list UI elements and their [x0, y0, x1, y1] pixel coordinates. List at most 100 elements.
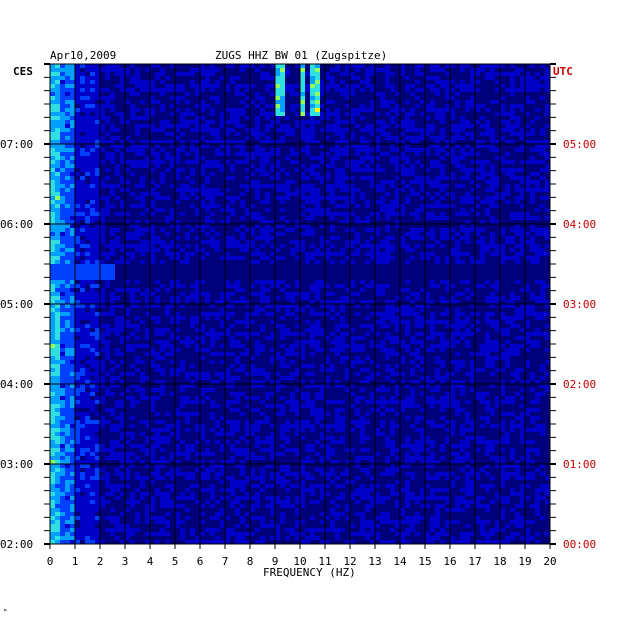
heatmap-cell	[390, 124, 395, 128]
heatmap-cell	[145, 272, 150, 276]
heatmap-cell	[520, 268, 525, 272]
heatmap-cell	[245, 92, 250, 96]
heatmap-cell	[60, 144, 65, 148]
heatmap-cell	[275, 236, 280, 240]
heatmap-cell	[240, 88, 245, 92]
heatmap-cell	[315, 372, 320, 376]
heatmap-cell	[360, 376, 365, 380]
heatmap-cell	[65, 100, 70, 104]
heatmap-cell	[50, 368, 55, 372]
heatmap-cell	[265, 260, 270, 264]
heatmap-cell	[155, 324, 160, 328]
heatmap-cell	[455, 304, 460, 308]
heatmap-cell	[70, 100, 75, 104]
heatmap-cell	[220, 84, 225, 88]
heatmap-cell	[155, 256, 160, 260]
heatmap-cell	[380, 364, 385, 368]
heatmap-cell	[245, 236, 250, 240]
heatmap-cell	[155, 212, 160, 216]
heatmap-cell	[180, 300, 185, 304]
heatmap-cell	[535, 384, 540, 388]
heatmap-cell	[205, 344, 210, 348]
heatmap-cell	[165, 264, 170, 268]
heatmap-cell	[440, 192, 445, 196]
heatmap-cell	[55, 80, 60, 84]
heatmap-cell	[225, 324, 230, 328]
heatmap-cell	[125, 352, 130, 356]
heatmap-cell	[95, 332, 100, 336]
heatmap-cell	[315, 80, 320, 84]
heatmap-cell	[300, 104, 305, 108]
heatmap-cell	[510, 100, 515, 104]
heatmap-cell	[425, 208, 430, 212]
heatmap-cell	[360, 296, 365, 300]
heatmap-cell	[195, 216, 200, 220]
heatmap-cell	[160, 216, 165, 220]
heatmap-cell	[285, 368, 290, 372]
heatmap-cell	[535, 240, 540, 244]
heatmap-cell	[435, 188, 440, 192]
heatmap-cell	[195, 268, 200, 272]
heatmap-cell	[75, 328, 80, 332]
heatmap-cell	[425, 344, 430, 348]
heatmap-cell	[255, 288, 260, 292]
heatmap-cell	[90, 88, 95, 92]
heatmap-cell	[370, 320, 375, 324]
heatmap-cell	[175, 380, 180, 384]
heatmap-cell	[55, 324, 60, 328]
heatmap-cell	[345, 268, 350, 272]
heatmap-cell	[310, 100, 315, 104]
heatmap-cell	[435, 276, 440, 280]
heatmap-cell	[155, 112, 160, 116]
heatmap-cell	[350, 204, 355, 208]
heatmap-cell	[85, 356, 90, 360]
heatmap-cell	[410, 96, 415, 100]
heatmap-cell	[250, 340, 255, 344]
heatmap-cell	[420, 312, 425, 316]
heatmap-cell	[240, 76, 245, 80]
heatmap-cell	[295, 196, 300, 200]
heatmap-cell	[255, 140, 260, 144]
heatmap-cell	[370, 264, 375, 268]
heatmap-cell	[55, 372, 60, 376]
heatmap-cell	[345, 392, 350, 396]
heatmap-cell	[175, 248, 180, 252]
heatmap-cell	[165, 200, 170, 204]
heatmap-cell	[125, 172, 130, 176]
heatmap-cell	[300, 268, 305, 272]
heatmap-cell	[50, 352, 55, 356]
heatmap-cell	[290, 164, 295, 168]
heatmap-cell	[330, 388, 335, 392]
heatmap-cell	[420, 296, 425, 300]
heatmap-cell	[505, 92, 510, 96]
heatmap-cell	[415, 272, 420, 276]
heatmap-cell	[305, 192, 310, 196]
heatmap-cell	[505, 80, 510, 84]
heatmap-cell	[200, 360, 205, 364]
heatmap-cell	[245, 368, 250, 372]
heatmap-cell	[65, 156, 70, 160]
heatmap-cell	[70, 328, 75, 332]
heatmap-cell	[235, 180, 240, 184]
heatmap-cell	[155, 232, 160, 236]
heatmap-cell	[155, 188, 160, 192]
heatmap-cell	[235, 276, 240, 280]
heatmap-cell	[345, 312, 350, 316]
heatmap-cell	[230, 248, 235, 252]
heatmap-cell	[450, 272, 455, 276]
heatmap-cell	[260, 396, 265, 400]
heatmap-cell	[480, 192, 485, 196]
heatmap-cell	[485, 164, 490, 168]
heatmap-cell	[320, 248, 325, 252]
heatmap-cell	[190, 184, 195, 188]
heatmap-cell	[50, 344, 55, 348]
heatmap-cell	[215, 292, 220, 296]
heatmap-cell	[290, 184, 295, 188]
heatmap-cell	[245, 264, 250, 268]
heatmap-cell	[335, 316, 340, 320]
heatmap-cell	[325, 168, 330, 172]
heatmap-cell	[475, 188, 480, 192]
heatmap-cell	[85, 152, 90, 156]
heatmap-cell	[310, 108, 315, 112]
heatmap-cell	[60, 148, 65, 152]
